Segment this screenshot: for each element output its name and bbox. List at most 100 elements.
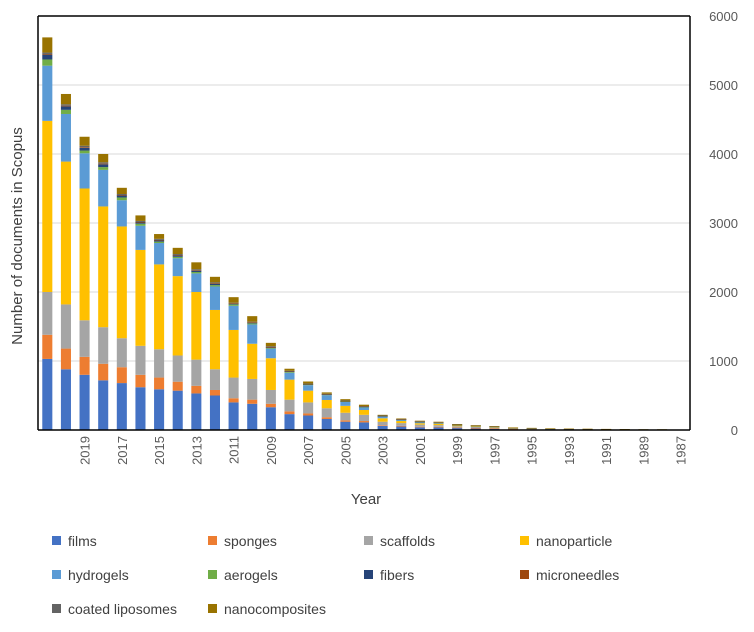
bar-scaffolds-2020 — [60, 304, 71, 349]
x-tick-label: 2017 — [115, 436, 130, 465]
bar-scaffolds-2021 — [42, 292, 53, 335]
bar-microneedles-2012 — [209, 283, 220, 284]
bar-fibers-2013 — [191, 270, 202, 272]
bar-nanocomposites-2017 — [116, 187, 127, 195]
bar-films-2010 — [247, 403, 258, 430]
legend-label-nanoparticle: nanoparticle — [536, 533, 612, 549]
bar-coated-liposomes-1996 — [508, 427, 519, 429]
bar-films-2004 — [358, 422, 370, 430]
bar-films-2021 — [42, 358, 53, 430]
x-tick-label: 1997 — [487, 436, 502, 465]
x-tick-label: 2015 — [152, 436, 167, 465]
bar-coated-liposomes-2018 — [98, 162, 109, 164]
bar-nanocomposites-2009 — [265, 342, 276, 347]
bar-sponges-2006 — [321, 417, 332, 419]
bar-coated-liposomes-1993 — [563, 428, 574, 430]
y-tick-label: 1000 — [709, 354, 738, 369]
bar-nanoparticle-2010 — [247, 343, 258, 379]
bar-films-2020 — [60, 369, 71, 430]
bar-hydrogels-2017 — [116, 200, 127, 227]
bar-aerogels-2011 — [228, 304, 239, 306]
bar-sponges-2018 — [98, 363, 109, 381]
bar-hydrogels-2002 — [396, 419, 407, 422]
bar-films-2019 — [79, 374, 90, 430]
legend-swatch-fibers — [364, 570, 373, 579]
bar-nanocomposites-2006 — [321, 392, 332, 394]
bar-aerogels-2013 — [191, 271, 202, 274]
axes — [37, 15, 691, 431]
bar-films-2017 — [116, 383, 127, 430]
bar-coated-liposomes-1994 — [545, 428, 556, 430]
bar-hydrogels-2005 — [340, 401, 351, 406]
bar-sponges-2017 — [116, 367, 127, 384]
bar-sponges-1999 — [452, 427, 463, 429]
y-tick-label: 0 — [731, 423, 738, 438]
bar-hydrogels-2008 — [284, 372, 295, 380]
x-tick-label: 1991 — [599, 436, 614, 465]
bar-nanoparticle-2016 — [135, 249, 146, 346]
bar-aerogels-2010 — [247, 323, 258, 325]
bar-coated-liposomes-1995 — [526, 428, 537, 429]
bar-nanocomposites-1996 — [508, 427, 519, 429]
bar-microneedles-2009 — [265, 346, 276, 348]
bar-scaffolds-2002 — [396, 423, 407, 426]
bar-aerogels-2012 — [209, 285, 220, 287]
bar-microneedles-2010 — [247, 322, 258, 323]
bar-films-1999 — [452, 427, 463, 430]
bar-scaffolds-2015 — [154, 349, 165, 378]
bar-nanocomposites-2003 — [377, 414, 388, 416]
bar-nanocomposites-2007 — [303, 381, 314, 384]
bar-nanoparticle-2020 — [60, 161, 71, 305]
legend-label-films: films — [68, 533, 97, 549]
bar-coated-liposomes-2006 — [321, 393, 332, 395]
bar-scaffolds-2003 — [377, 421, 388, 426]
bar-films-2002 — [396, 426, 407, 430]
bar-aerogels-2017 — [116, 197, 127, 201]
bar-hydrogels-2011 — [228, 305, 239, 330]
bar-hydrogels-2018 — [98, 169, 109, 207]
bar-aerogels-2015 — [154, 241, 165, 244]
bar-sponges-2019 — [79, 356, 90, 375]
bar-sponges-2004 — [358, 421, 370, 423]
legend-label-nanocomposites: nanocomposites — [224, 601, 326, 617]
bar-nanocomposites-2002 — [396, 418, 407, 420]
bar-coated-liposomes-2015 — [154, 238, 165, 240]
bar-aerogels-2005 — [340, 401, 351, 402]
bar-aerogels-2008 — [284, 372, 295, 373]
bar-scaffolds-2000 — [433, 425, 444, 427]
bar-aerogels-2016 — [135, 223, 146, 226]
bar-coated-liposomes-2004 — [358, 406, 370, 407]
bar-coated-liposomes-2009 — [265, 346, 276, 347]
legend-swatch-sponges — [208, 536, 217, 545]
bar-sponges-2008 — [284, 411, 295, 415]
x-tick-label: 2011 — [227, 436, 242, 464]
x-tick-label: 2009 — [264, 436, 279, 465]
bar-nanocomposites-1997 — [489, 426, 500, 427]
bar-scaffolds-2013 — [191, 359, 202, 386]
bar-hydrogels-2004 — [358, 407, 370, 410]
bar-hydrogels-2010 — [247, 324, 258, 344]
legend-label-coated-liposomes: coated liposomes — [68, 601, 177, 617]
bar-scaffolds-2012 — [209, 369, 220, 390]
bar-nanocomposites-2001 — [414, 420, 425, 422]
bar-nanoparticle-2001 — [414, 423, 425, 425]
bar-sponges-2009 — [265, 403, 276, 408]
y-tick-label: 3000 — [709, 216, 738, 231]
bar-films-2015 — [154, 389, 165, 430]
bar-microneedles-2007 — [303, 383, 314, 385]
gridlines — [38, 84, 690, 362]
bar-fibers-2021 — [42, 54, 53, 60]
bar-sponges-2000 — [433, 426, 444, 428]
bar-scaffolds-2005 — [340, 412, 351, 421]
bar-coated-liposomes-1997 — [489, 426, 500, 428]
bar-nanoparticle-1997 — [489, 427, 500, 428]
bar-microneedles-2015 — [154, 239, 165, 241]
bar-coated-liposomes-1998 — [470, 425, 481, 427]
y-tick-labels: 0 1000 2000 3000 4000 5000 6000 — [709, 9, 738, 438]
bar-scaffolds-1998 — [470, 426, 481, 428]
bar-scaffolds-2008 — [284, 399, 295, 412]
bar-nanoparticle-2005 — [340, 405, 351, 413]
x-tick-label: 2013 — [189, 436, 204, 465]
bar-scaffolds-2009 — [265, 389, 276, 404]
bar-nanocomposites-2008 — [284, 368, 295, 371]
